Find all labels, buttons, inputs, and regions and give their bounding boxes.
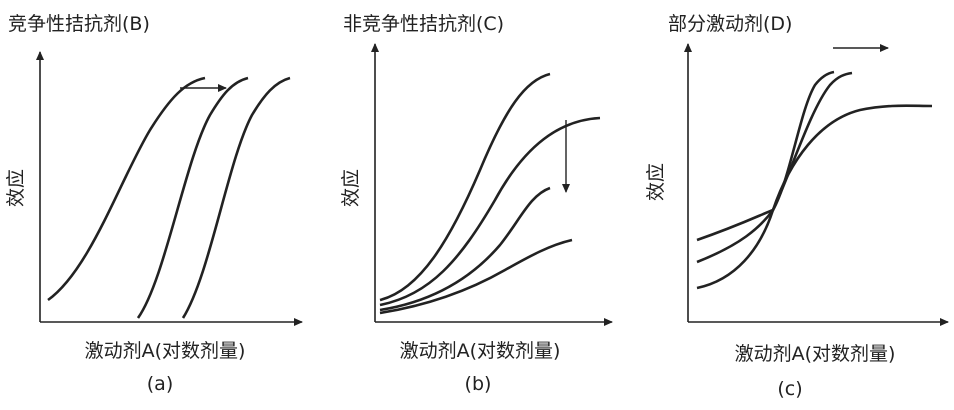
curve [696, 71, 853, 264]
caption: (c) [777, 378, 802, 400]
curve [181, 76, 291, 319]
curve [379, 186, 551, 312]
curve [136, 76, 249, 319]
caption: (b) [465, 373, 492, 395]
curve [379, 72, 551, 302]
curve [696, 104, 933, 290]
panel-b: 非竞争性拮抗剂(C) 效应 激动剂A(对数剂量) (b) [340, 13, 613, 395]
panel-c: 部分激动剂(D) 效应 激动剂A(对数剂量) (c) [645, 13, 949, 400]
panel-a: 竞争性拮抗剂(B) 效应 激动剂A(对数剂量) (a) [5, 13, 303, 395]
curve [379, 116, 601, 307]
y-label: 效应 [645, 163, 667, 201]
y-label: 效应 [340, 169, 362, 207]
caption: (a) [147, 373, 173, 395]
panel-title: 竞争性拮抗剂(B) [8, 13, 150, 35]
y-label: 效应 [5, 169, 27, 207]
panel-title: 非竞争性拮抗剂(C) [343, 13, 504, 35]
x-label: 激动剂A(对数剂量) [85, 340, 246, 362]
curve [47, 76, 206, 302]
panel-title: 部分激动剂(D) [668, 13, 792, 35]
curve [379, 238, 573, 315]
x-label: 激动剂A(对数剂量) [735, 343, 896, 365]
x-label: 激动剂A(对数剂量) [400, 340, 561, 362]
curve [696, 70, 835, 242]
